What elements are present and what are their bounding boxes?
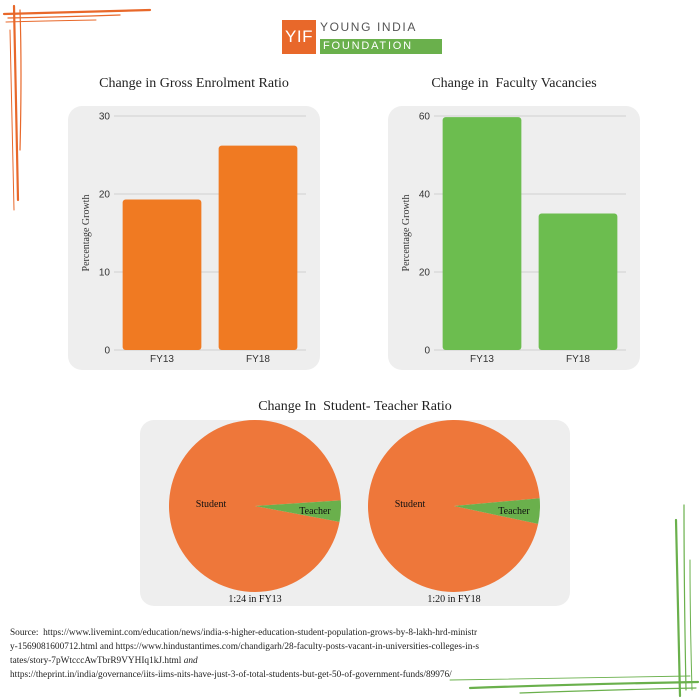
- bar-vacancies-fy13: [442, 117, 522, 350]
- y-axis-label: Percentage Growth: [401, 195, 412, 272]
- chart-title-gross-enrolment: Change in Gross Enrolment Ratio: [99, 76, 289, 91]
- pie-slice-student: [168, 420, 341, 592]
- pie-slice-teacher: [255, 500, 341, 522]
- y-tick-label: 10: [99, 268, 111, 279]
- y-tick-label: 20: [99, 190, 111, 201]
- logo-text-young-india: YOUNG INDIA: [320, 20, 417, 34]
- pie-charts-student-teacher: Student Teacher 1:24 in FY13 Student Teacher…: [168, 420, 540, 605]
- pie-label-teacher: Teacher: [498, 506, 530, 517]
- source-link-1[interactable]: https://www.livemint.com/education/news/…: [10, 628, 480, 666]
- source-label: Source:: [10, 628, 39, 638]
- bar-vacancies-fy18: [538, 213, 618, 350]
- source-note: Source: https://www.livemint.com/educati…: [10, 626, 480, 682]
- pie-slice-student: [368, 420, 540, 593]
- y-tick-label: 20: [419, 268, 431, 279]
- bar-chart-gross-enrolment: 0 10 20 30 Percentage Growth FY13 FY18: [81, 112, 306, 365]
- chart-panel-gross-enrolment: 0 10 20 30 Percentage Growth FY13 FY18: [68, 106, 320, 370]
- logo-text-foundation: FOUNDATION: [320, 39, 442, 54]
- bar-chart-faculty-vacancies: 0 20 40 60 Percentage Growth FY13 FY18: [401, 112, 626, 365]
- pie-slice-teacher: [454, 498, 540, 524]
- y-tick-label: 0: [104, 346, 110, 357]
- source-conjunction: and: [183, 656, 198, 666]
- y-tick-label: 0: [424, 346, 430, 357]
- pie-caption: 1:20 in FY18: [427, 594, 480, 605]
- x-tick-label: FY13: [470, 354, 494, 365]
- y-tick-label: 60: [419, 112, 431, 123]
- x-tick-label: FY13: [150, 354, 174, 365]
- y-tick-label: 40: [419, 190, 431, 201]
- pie-label-student: Student: [395, 499, 426, 510]
- y-tick-label: 30: [99, 112, 111, 123]
- pie-label-student: Student: [196, 499, 227, 510]
- chart-title-student-teacher-ratio: Change In Student- Teacher Ratio: [258, 399, 452, 414]
- bar-enrolment-fy13: [122, 199, 202, 350]
- x-tick-label: FY18: [566, 354, 590, 365]
- source-link-2[interactable]: https://theprint.in/india/governance/iit…: [10, 670, 452, 680]
- x-tick-label: FY18: [246, 354, 270, 365]
- y-axis-label: Percentage Growth: [81, 195, 92, 272]
- chart-title-faculty-vacancies: Change in Faculty Vacancies: [431, 76, 597, 91]
- young-india-foundation-logo: YIF YOUNG INDIA FOUNDATION: [282, 20, 442, 54]
- chart-panel-student-teacher-ratio: Student Teacher 1:24 in FY13 Student Teacher…: [140, 420, 570, 606]
- logo-mark: YIF: [282, 20, 316, 54]
- pie-caption: 1:24 in FY13: [228, 594, 281, 605]
- chart-panel-faculty-vacancies: 0 20 40 60 Percentage Growth FY13 FY18: [388, 106, 640, 370]
- bar-enrolment-fy18: [218, 145, 298, 350]
- pie-label-teacher: Teacher: [299, 506, 331, 517]
